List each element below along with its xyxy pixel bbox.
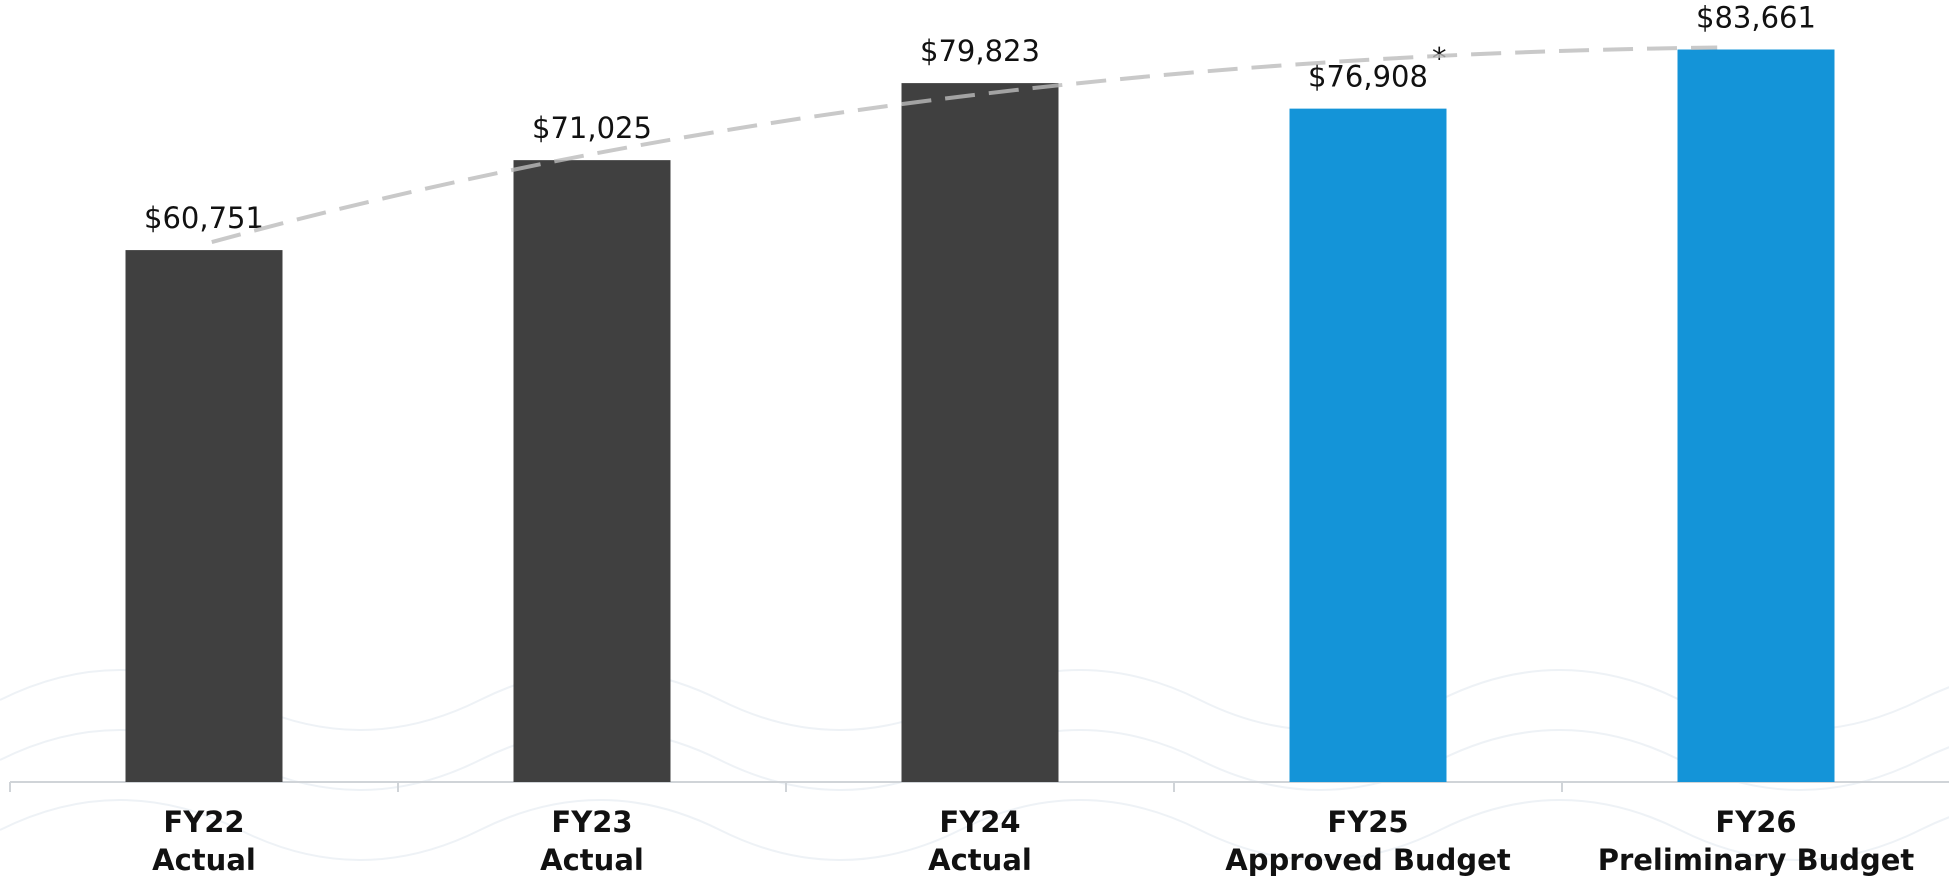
x-tick-label: Actual	[540, 843, 644, 877]
x-tick-label: FY22	[163, 805, 244, 839]
bar	[901, 83, 1059, 782]
x-tick-label: FY24	[939, 805, 1020, 839]
x-tick-label: Preliminary Budget	[1598, 843, 1915, 877]
bar	[1289, 108, 1447, 782]
bar	[1677, 49, 1835, 782]
value-label: $71,025	[532, 111, 652, 145]
x-tick-label: Actual	[152, 843, 256, 877]
bar	[125, 250, 283, 782]
x-tick-label: FY26	[1715, 805, 1796, 839]
value-label: $79,823	[920, 34, 1040, 68]
x-tick-label: FY25	[1327, 805, 1408, 839]
trend-line	[211, 45, 1718, 245]
x-tick-label: FY23	[551, 805, 632, 839]
value-label: $60,751	[144, 201, 264, 235]
x-tick-label: Actual	[928, 843, 1032, 877]
value-label: $76,908	[1308, 60, 1428, 94]
x-tick-label: Approved Budget	[1225, 843, 1511, 877]
bar	[513, 160, 671, 783]
value-label: $83,661	[1696, 1, 1816, 35]
value-note: *	[1432, 42, 1447, 76]
